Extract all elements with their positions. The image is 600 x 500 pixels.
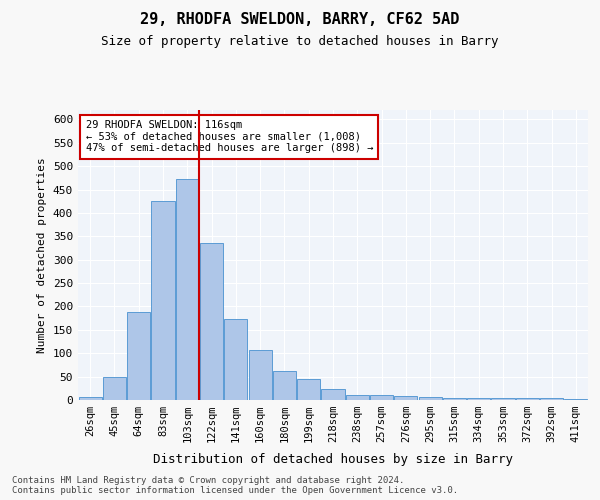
Bar (540, 398, 563, 400)
Bar (248, 350, 272, 400)
Bar (297, 380, 320, 400)
Bar (224, 318, 247, 400)
Bar (151, 201, 175, 400)
Bar (443, 398, 466, 400)
Bar (79, 397, 101, 400)
Bar (103, 376, 126, 400)
Bar (516, 398, 539, 400)
Bar (491, 398, 515, 400)
Bar (176, 179, 199, 400)
Text: 29, RHODFA SWELDON, BARRY, CF62 5AD: 29, RHODFA SWELDON, BARRY, CF62 5AD (140, 12, 460, 28)
Bar (467, 398, 490, 400)
X-axis label: Distribution of detached houses by size in Barry: Distribution of detached houses by size … (153, 454, 513, 466)
Bar (200, 244, 223, 400)
Text: Size of property relative to detached houses in Barry: Size of property relative to detached ho… (101, 34, 499, 48)
Bar (419, 396, 442, 400)
Bar (370, 395, 393, 400)
Bar (394, 396, 418, 400)
Text: 29 RHODFA SWELDON: 116sqm
← 53% of detached houses are smaller (1,008)
47% of se: 29 RHODFA SWELDON: 116sqm ← 53% of detac… (86, 120, 373, 154)
Bar (565, 398, 587, 400)
Bar (127, 312, 150, 400)
Bar (322, 389, 344, 400)
Text: Contains HM Land Registry data © Crown copyright and database right 2024.
Contai: Contains HM Land Registry data © Crown c… (12, 476, 458, 495)
Bar (273, 371, 296, 400)
Bar (346, 395, 369, 400)
Y-axis label: Number of detached properties: Number of detached properties (37, 157, 47, 353)
